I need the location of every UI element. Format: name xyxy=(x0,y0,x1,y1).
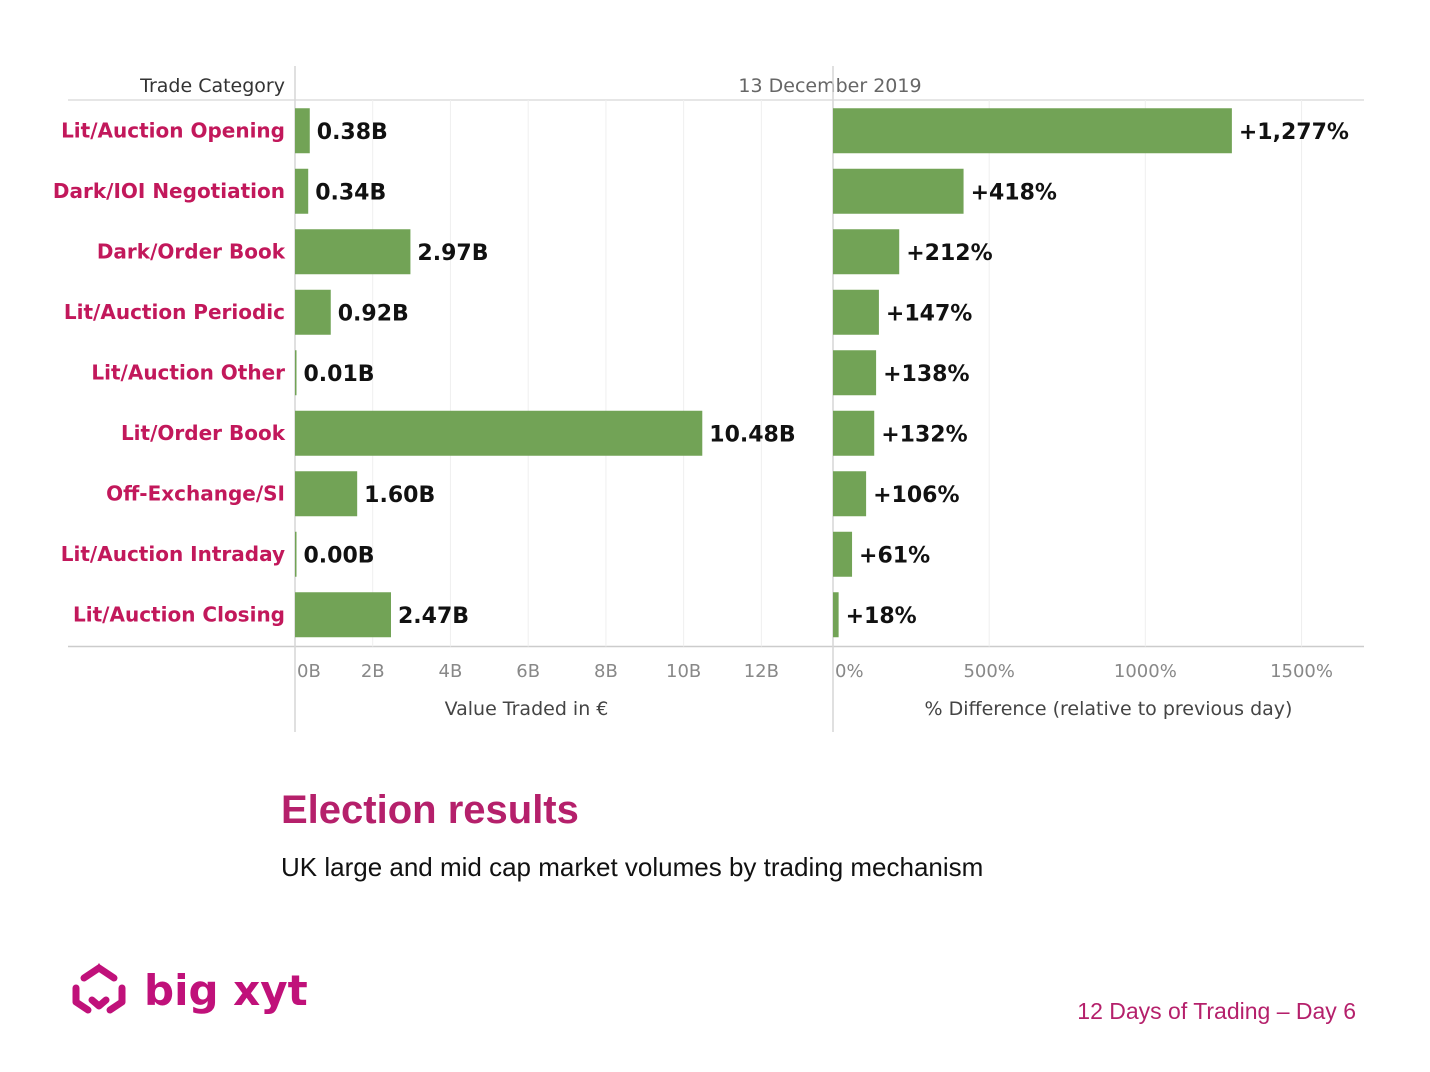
tick-label: 0B xyxy=(297,661,321,682)
bar xyxy=(295,168,309,214)
category-label: Lit/Auction Opening xyxy=(61,118,285,142)
data-label: +106% xyxy=(873,483,959,508)
data-label: +418% xyxy=(971,180,1057,205)
category-label: Lit/Auction Other xyxy=(91,360,285,384)
data-label: +61% xyxy=(859,543,930,568)
data-label: 0.01B xyxy=(304,362,375,387)
bar xyxy=(833,410,875,456)
bar xyxy=(295,471,358,517)
tick-label: 1500% xyxy=(1270,661,1333,682)
data-label: 10.48B xyxy=(709,422,795,447)
tick-label: 4B xyxy=(439,661,463,682)
data-label: 0.38B xyxy=(317,120,388,145)
category-label: Lit/Order Book xyxy=(121,421,286,445)
bar xyxy=(833,531,853,577)
data-label: 0.00B xyxy=(304,543,375,568)
tick-label: 0% xyxy=(835,661,864,682)
tick-label: 12B xyxy=(744,661,779,682)
date-header: 13 December 2019 xyxy=(738,75,921,97)
data-label: +147% xyxy=(886,301,972,326)
category-label: Off-Exchange/SI xyxy=(106,481,285,505)
data-label: +18% xyxy=(846,604,917,629)
chart: Trade Category 13 December 2019 Lit/Auctio… xyxy=(53,66,1364,732)
data-label: 1.60B xyxy=(364,483,435,508)
axis-label: Value Traded in € xyxy=(445,698,609,720)
data-label: +138% xyxy=(883,362,969,387)
tick-label: 1000% xyxy=(1114,661,1177,682)
bar xyxy=(295,350,297,396)
bar xyxy=(833,229,900,275)
bar xyxy=(833,168,964,214)
data-label: +212% xyxy=(906,241,992,266)
logo-text: big xyt xyxy=(144,965,308,1015)
bar xyxy=(295,592,391,638)
tick-label: 10B xyxy=(666,661,701,682)
category-label: Dark/IOI Negotiation xyxy=(53,179,285,203)
bar xyxy=(295,289,331,335)
category-label: Lit/Auction Periodic xyxy=(64,300,285,324)
axis-label: % Difference (relative to previous day) xyxy=(925,698,1293,720)
slide-title: Election results xyxy=(281,788,579,832)
tick-label: 500% xyxy=(963,661,1014,682)
data-label: 0.34B xyxy=(315,180,386,205)
bar xyxy=(833,592,839,638)
tick-label: 8B xyxy=(594,661,618,682)
bar xyxy=(295,108,310,154)
bar xyxy=(833,471,867,517)
bar xyxy=(833,108,1232,154)
bar xyxy=(833,289,879,335)
brand-logo: big xyt xyxy=(70,960,308,1020)
data-label: 2.47B xyxy=(398,604,469,629)
footer-text: 12 Days of Trading – Day 6 xyxy=(1077,998,1356,1024)
category-header: Trade Category xyxy=(139,75,285,97)
data-label: 2.97B xyxy=(417,241,488,266)
slide-subtitle: UK large and mid cap market volumes by t… xyxy=(281,852,984,882)
big-xyt-logo-icon xyxy=(72,963,126,1014)
category-label: Dark/Order Book xyxy=(97,239,286,263)
bar xyxy=(295,531,297,577)
tick-label: 6B xyxy=(516,661,540,682)
tick-label: 2B xyxy=(361,661,385,682)
bar xyxy=(295,410,703,456)
data-label: +1,277% xyxy=(1239,120,1349,145)
bar xyxy=(295,229,411,275)
data-label: +132% xyxy=(881,422,967,447)
bar xyxy=(833,350,877,396)
category-label: Lit/Auction Closing xyxy=(73,602,285,626)
category-label: Lit/Auction Intraday xyxy=(61,542,285,566)
data-label: 0.92B xyxy=(338,301,409,326)
